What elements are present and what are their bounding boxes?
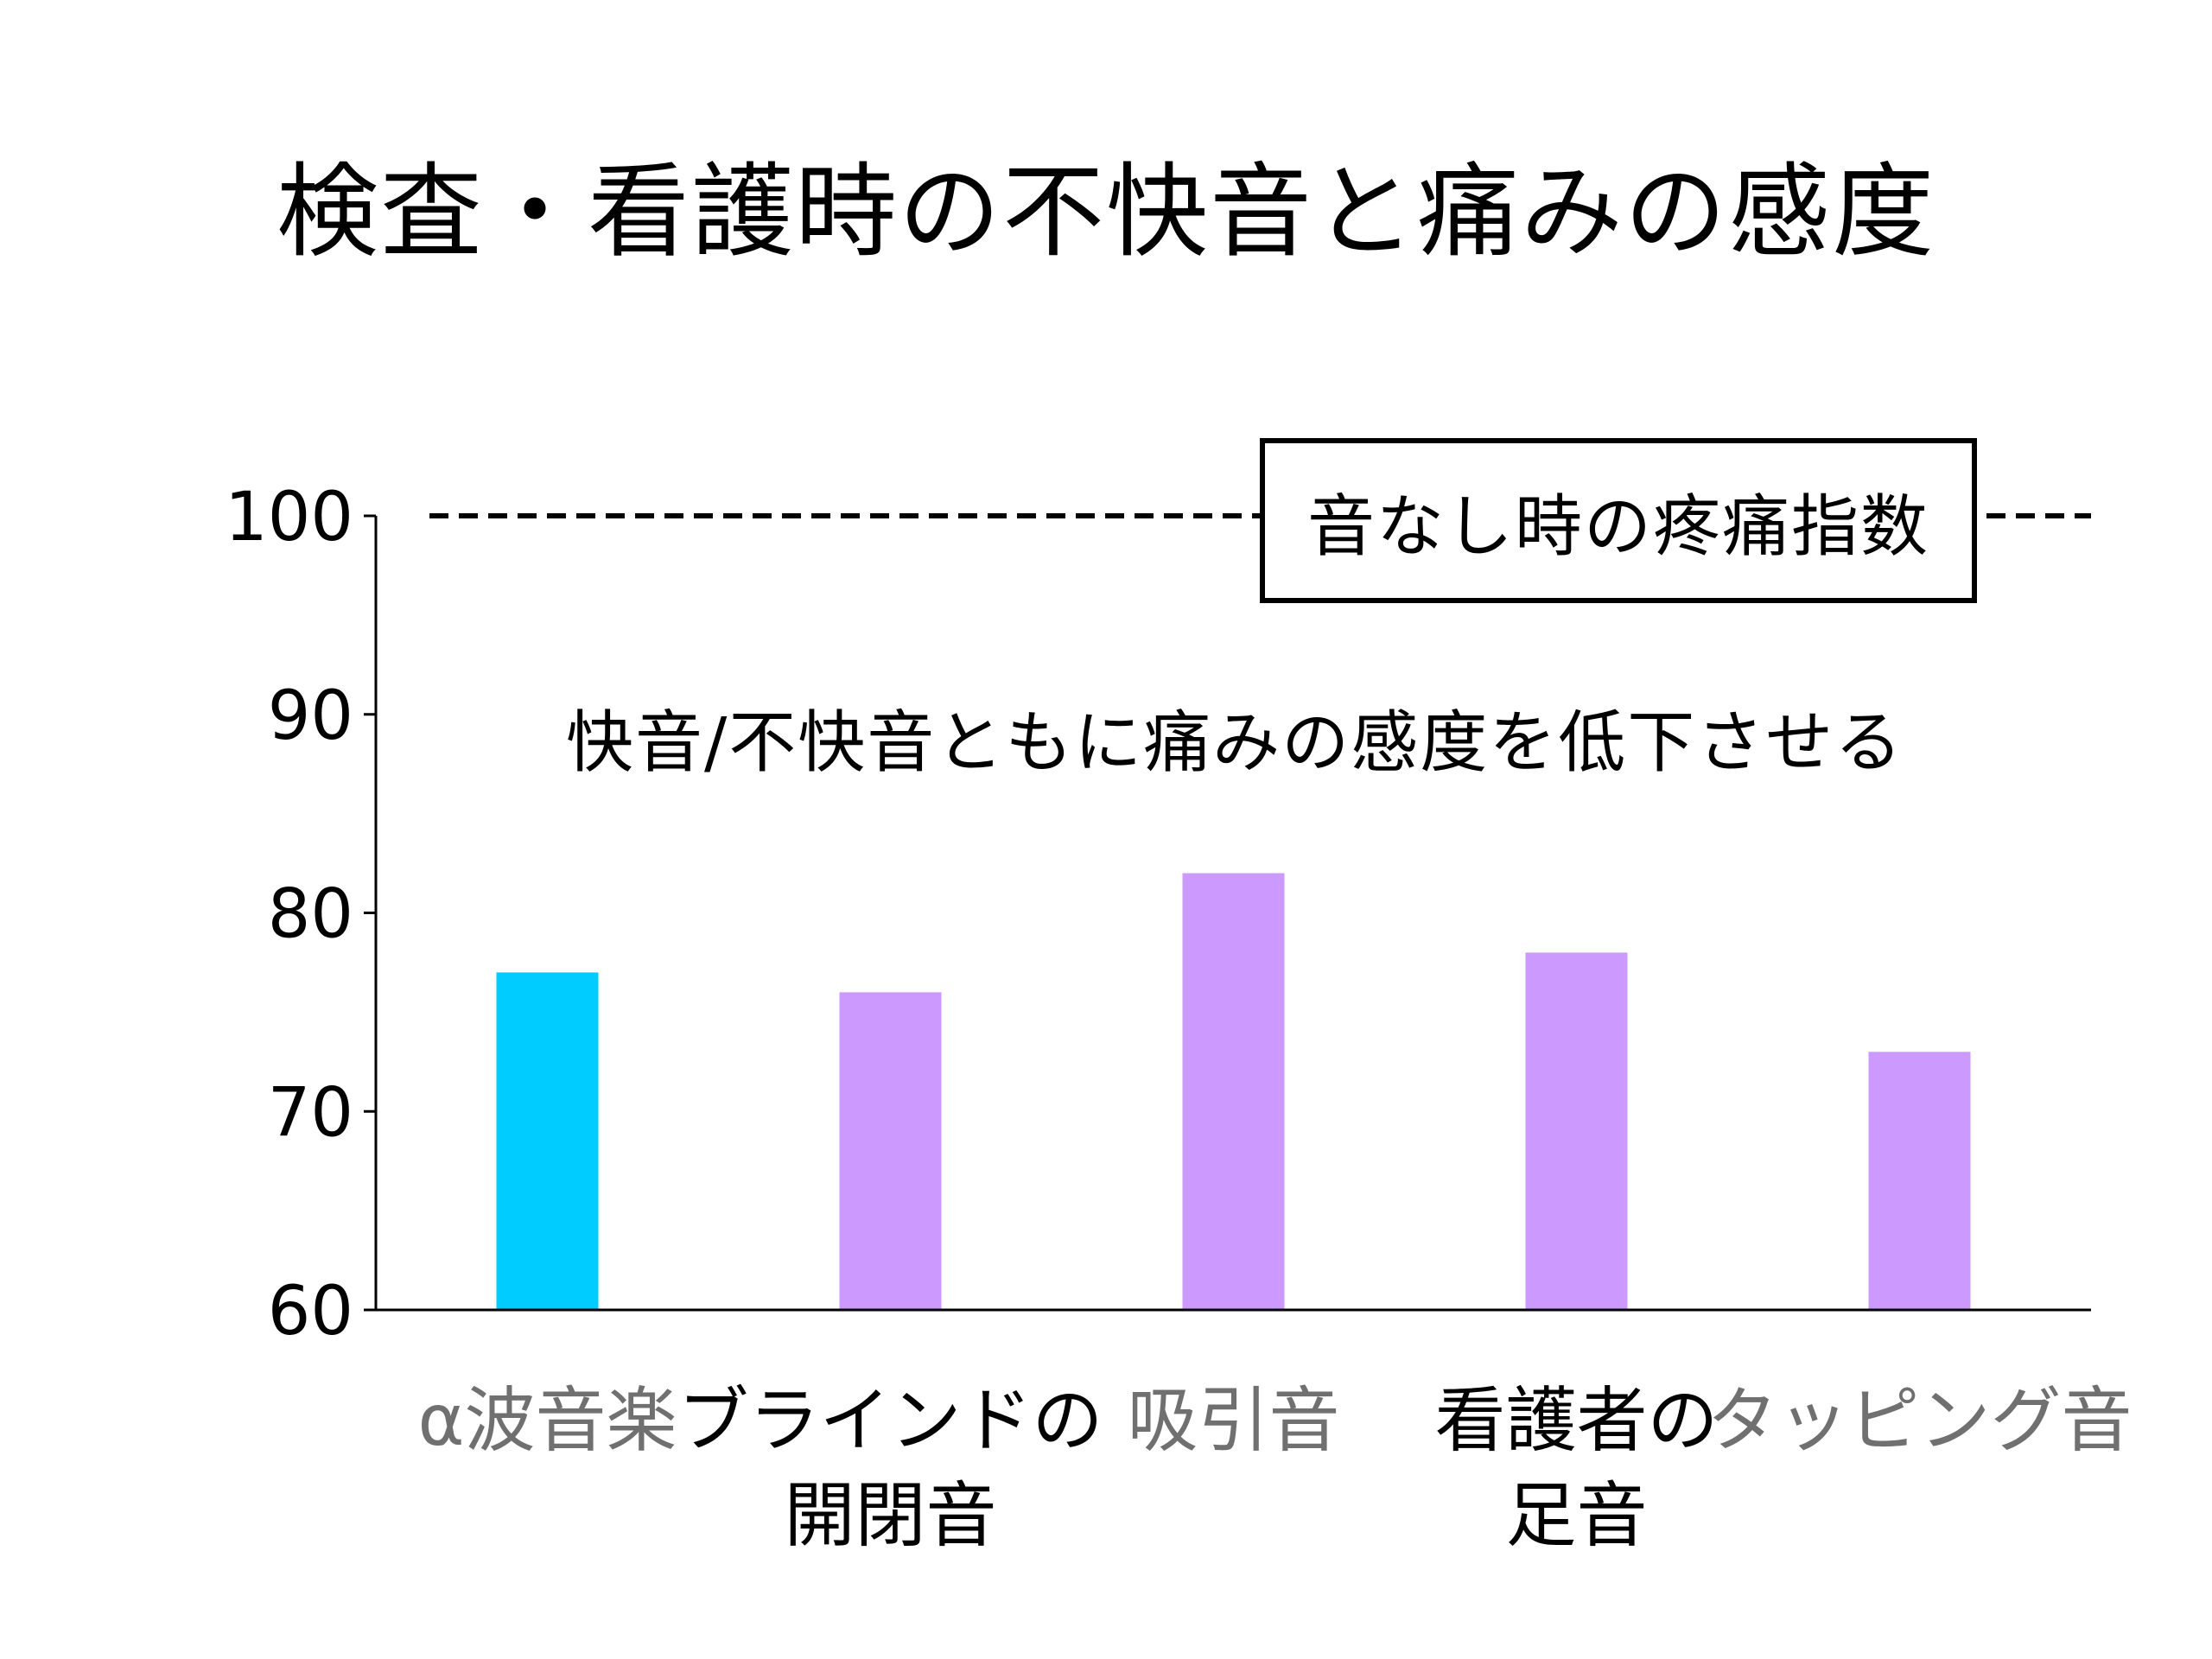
bar-3 [1182,873,1285,1310]
category-label-4-line-1: 看護者の [1434,1380,1718,1462]
bar-4 [1525,952,1628,1310]
category-label-2-line-2: 開閉音 [784,1475,996,1557]
chart-title: 検査・看護時の不快音と痛みの感度 [276,152,1936,271]
y-ticks-group: 60 70 80 90 100 [225,479,376,1351]
annotation-text: 快音/不快音ともに痛みの感度を低下させる [566,704,1904,782]
y-tick-label-90: 90 [268,677,353,755]
category-label-4-line-2: 足音 [1505,1475,1647,1557]
y-tick-label-70: 70 [268,1074,353,1152]
category-label-1: α波音楽 [417,1380,677,1462]
reference-label: 音なし時の疼痛指数 [1306,487,1929,566]
y-tick-label-80: 80 [268,876,353,954]
bar-2 [839,992,942,1310]
category-label-3: 吸引音 [1127,1380,1339,1462]
bars-group [496,873,1971,1310]
bar-5 [1868,1052,1971,1310]
category-label-5: タッピング音 [1707,1380,2132,1462]
reference-label-box: 音なし時の疼痛指数 [1260,438,1977,603]
y-tick-label-60: 60 [268,1273,353,1351]
category-label-2-line-1: ブラインドの [677,1380,1103,1462]
bar-1 [496,972,599,1310]
y-tick-label-100: 100 [225,479,353,556]
